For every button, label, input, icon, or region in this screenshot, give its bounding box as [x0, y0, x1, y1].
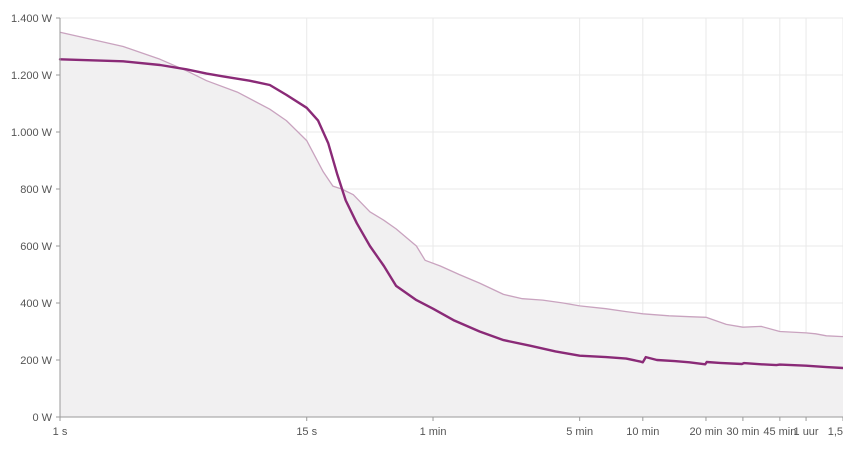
x-tick-label: 1 min — [420, 426, 447, 438]
x-tick-label: 30 min — [726, 426, 759, 438]
y-tick-label: 1.400 W — [11, 13, 53, 25]
y-tick-label: 600 W — [20, 241, 52, 253]
reference-area — [60, 32, 843, 418]
x-tick-label: 10 min — [626, 426, 659, 438]
primary-line-layer — [58, 58, 843, 370]
y-tick-label: 1.000 W — [11, 127, 53, 139]
reference-line-layer — [59, 31, 843, 338]
y-tick-label: 400 W — [20, 298, 52, 310]
x-tick-label: 1 uur — [794, 426, 819, 438]
x-tick-label: 15 s — [296, 426, 317, 438]
x-tick-label: 45 min — [763, 426, 796, 438]
x-tick-label: 1,5 — [828, 426, 843, 438]
y-tick-label: 200 W — [20, 355, 52, 367]
y-tick-label: 1.200 W — [11, 70, 53, 82]
reference-area-layer — [60, 32, 843, 418]
y-tick-label: 0 W — [32, 412, 52, 424]
x-tick-label: 1 s — [53, 426, 68, 438]
tick-labels: 0 W 200 W 400 W 600 W 800 W 1.000 W 1.200 W 1.4… — [11, 13, 843, 438]
y-tick-label: 800 W — [20, 184, 52, 196]
axes — [56, 17, 843, 421]
x-tick-label: 20 min — [689, 426, 722, 438]
reference-line — [59, 31, 843, 338]
primary-power-line — [58, 58, 843, 370]
x-tick-label: 5 min — [566, 426, 593, 438]
